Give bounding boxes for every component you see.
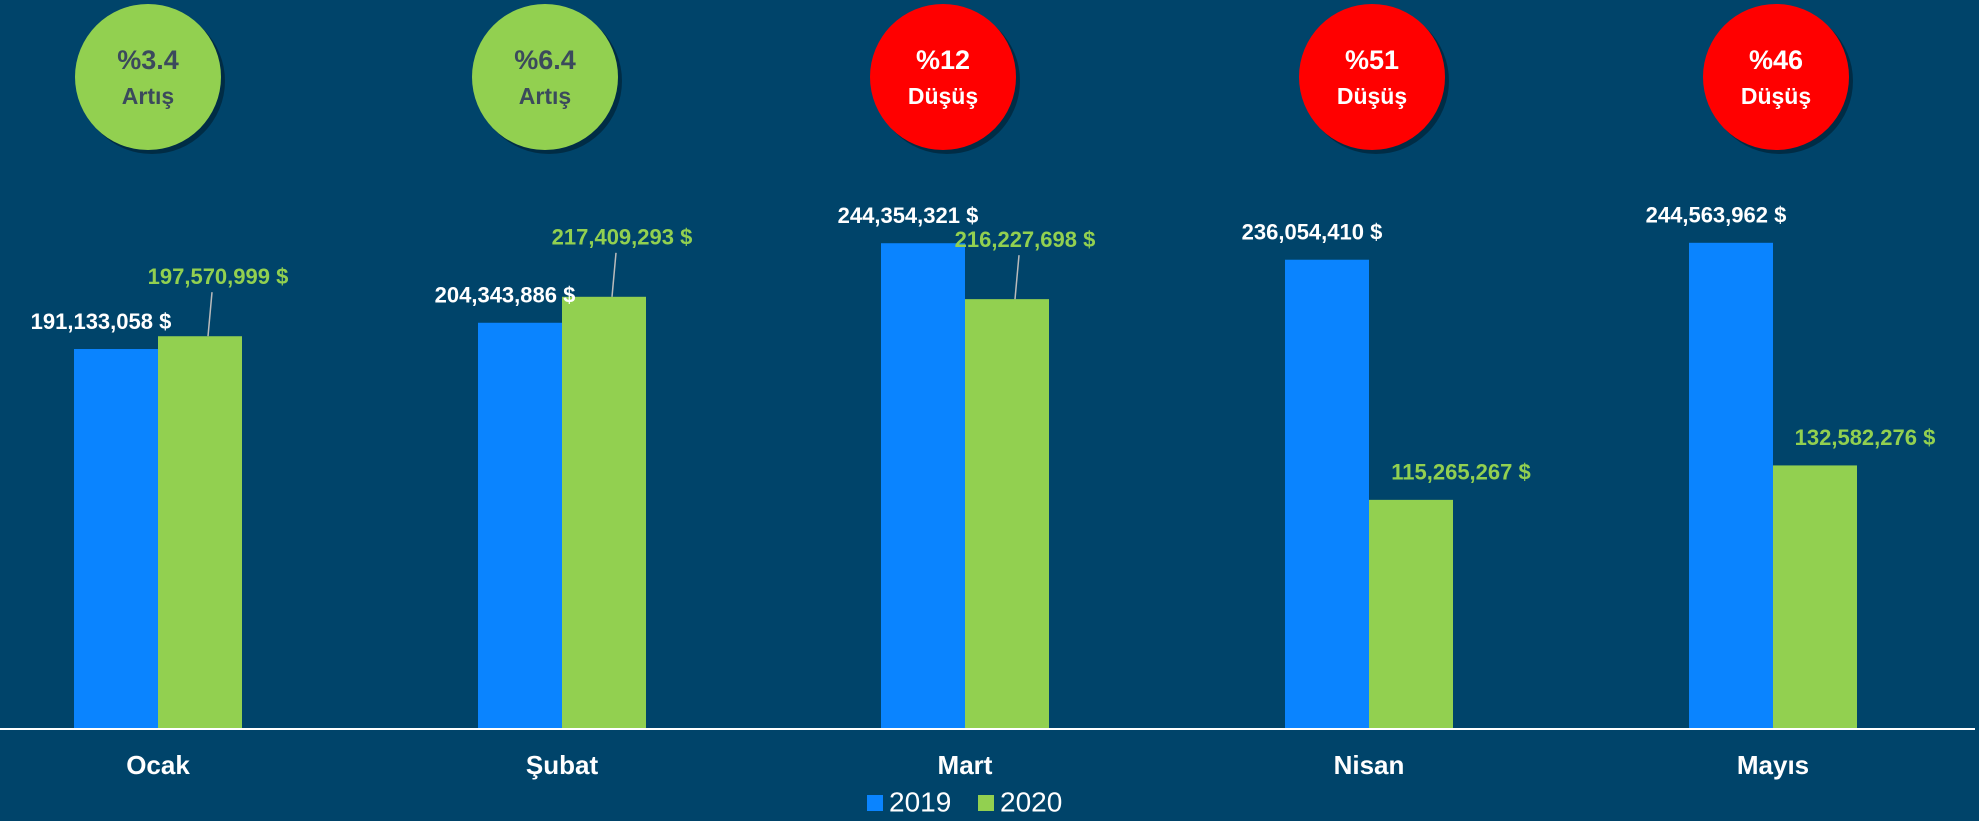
annotation-badge: [1703, 4, 1849, 150]
legend-label: 2020: [1000, 786, 1062, 817]
value-label: 244,354,321 $: [838, 203, 979, 228]
bar: [1773, 465, 1857, 729]
value-label: 132,582,276 $: [1795, 425, 1936, 450]
annotation-subtext: Düşüş: [1337, 83, 1407, 109]
bar: [965, 299, 1049, 729]
value-label: 244,563,962 $: [1646, 203, 1787, 228]
bar: [1369, 499, 1453, 729]
annotation-text: %51: [1345, 45, 1399, 75]
legend-swatch: [867, 795, 883, 811]
value-label: 217,409,293 $: [552, 225, 693, 250]
annotation-badge: [870, 4, 1016, 150]
x-tick-label: Nisan: [1334, 750, 1405, 780]
x-tick-label: Ocak: [126, 750, 190, 780]
annotation-badge: [472, 4, 618, 150]
value-label: 236,054,410 $: [1242, 220, 1383, 245]
value-label: 191,133,058 $: [31, 309, 172, 334]
value-label: 115,265,267 $: [1391, 460, 1530, 485]
leader-line: [611, 252, 617, 297]
bar: [562, 296, 646, 729]
bar: [1689, 242, 1773, 730]
bar: [881, 243, 965, 729]
annotation-badge: [1299, 4, 1445, 150]
bar: [478, 322, 562, 729]
bar: [74, 349, 158, 729]
annotation-badge: [75, 4, 221, 150]
leader-line: [1014, 255, 1020, 300]
value-label: 216,227,698 $: [955, 227, 1096, 252]
annotation-subtext: Düşüş: [1741, 83, 1811, 109]
annotation-subtext: Artış: [519, 83, 571, 109]
annotation-subtext: Artış: [122, 83, 174, 109]
legend-swatch: [978, 795, 994, 811]
annotation-text: %46: [1749, 45, 1803, 75]
annotation-text: %12: [916, 45, 970, 75]
x-tick-label: Mart: [938, 750, 993, 780]
bar: [158, 336, 242, 729]
bar: [1285, 259, 1369, 729]
x-tick-label: Mayıs: [1737, 750, 1809, 780]
value-label: 197,570,999 $: [148, 264, 289, 289]
legend-label: 2019: [889, 786, 951, 817]
annotation-text: %3.4: [117, 45, 179, 75]
annotation-subtext: Düşüş: [908, 83, 978, 109]
annotation-text: %6.4: [514, 45, 576, 75]
leader-line: [207, 292, 213, 337]
value-label: 204,343,886 $: [435, 283, 576, 308]
x-tick-label: Şubat: [526, 750, 599, 780]
